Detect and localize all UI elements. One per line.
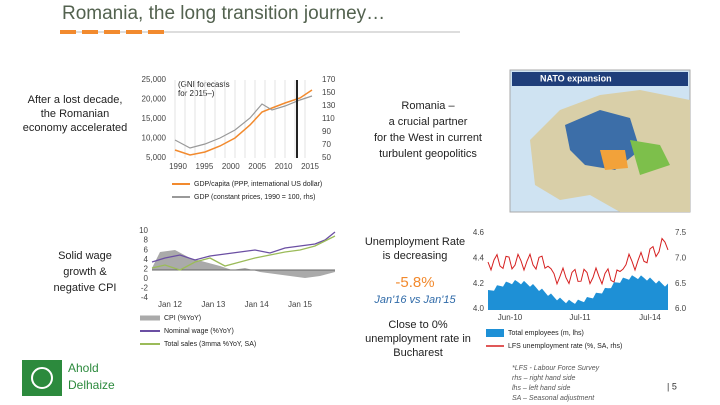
legend-label: Nominal wage (%YoY) xyxy=(164,328,234,335)
legend-label: GDP/capita (PPP, international US dollar… xyxy=(194,181,322,188)
line-sales xyxy=(151,235,336,271)
axis-label: 8 xyxy=(144,236,149,245)
block-text: unemployment rate in xyxy=(365,333,471,345)
block-text: economy accelerated xyxy=(23,122,128,134)
axis-label: 4 xyxy=(144,255,149,264)
page-number: | 5 xyxy=(667,381,677,391)
axis-label: Jun-10 xyxy=(498,313,523,322)
block-text: a crucial partner xyxy=(389,116,468,128)
footnote: SA – Seasonal adjustment xyxy=(512,395,595,402)
axis-label: 2015 xyxy=(301,162,319,171)
axis-label: 5,000 xyxy=(146,153,167,162)
block-text: negative CPI xyxy=(54,282,117,294)
block-text: Bucharest xyxy=(393,347,443,359)
block-text: growth & xyxy=(63,266,107,278)
axis-label: Jan 13 xyxy=(201,300,226,309)
axis-label: 1995 xyxy=(196,162,214,171)
slide-title: Romania, the long transition journey… xyxy=(62,3,385,24)
highlight-value: -5.8% xyxy=(395,274,434,291)
axis-label: 90 xyxy=(322,127,331,136)
axis-label: 6 xyxy=(144,245,149,254)
footnote: lhs – left hand side xyxy=(512,385,570,392)
axis-label: 150 xyxy=(322,88,336,97)
block-text: Solid wage xyxy=(58,250,112,262)
axis-label: Jan 15 xyxy=(288,300,313,309)
legend-label: CPI (%YoY) xyxy=(164,315,201,322)
block-text: Romania – xyxy=(401,100,455,112)
axis-label: 2005 xyxy=(248,162,266,171)
legend-label: GDP (constant prices, 1990 = 100, rhs) xyxy=(194,194,315,201)
line-gdp xyxy=(174,95,313,149)
block-text: After a lost decade, xyxy=(28,94,123,106)
line-gdp-capita xyxy=(174,89,313,156)
chart-note: (GNI forecasts xyxy=(178,80,230,89)
axis-label: 20,000 xyxy=(142,95,167,104)
axis-label: 2000 xyxy=(222,162,240,171)
highlight-caption: Jan'16 vs Jan'15 xyxy=(373,294,456,306)
block-text: for the West in current xyxy=(374,132,482,144)
legend-label: LFS unemployment rate (%, SA, rhs) xyxy=(508,343,622,350)
legend-label: Total sales (3mma %YoY, SA) xyxy=(164,341,256,348)
axis-label: 50 xyxy=(322,153,331,162)
line-wage xyxy=(151,231,336,263)
title-accent xyxy=(60,30,164,34)
axis-label: 2010 xyxy=(275,162,293,171)
axis-label: 2 xyxy=(144,264,149,273)
block-text: is decreasing xyxy=(383,250,448,262)
axis-label: 7.0 xyxy=(675,253,687,262)
axis-label: 6.0 xyxy=(675,304,687,313)
area-cpi xyxy=(152,250,335,278)
chart-note: for 2015–) xyxy=(178,89,215,98)
axis-label: 25,000 xyxy=(142,75,167,84)
axis-label: 4.6 xyxy=(473,228,485,237)
axis-label: 4.4 xyxy=(473,253,485,262)
footnote: *LFS - Labour Force Survey xyxy=(512,365,600,372)
legend-swatch xyxy=(486,329,504,337)
logo: Ahold Delhaize xyxy=(22,360,115,396)
line-unemployment xyxy=(487,237,669,286)
area-employees xyxy=(488,275,668,310)
footnote: rhs – right hand side xyxy=(512,375,576,382)
axis-label: Jul-11 xyxy=(569,313,591,322)
axis-label: Jul-14 xyxy=(639,313,661,322)
axis-label: 6.5 xyxy=(675,279,687,288)
axis-label: Jan 12 xyxy=(158,300,183,309)
axis-label: 15,000 xyxy=(142,114,167,123)
axis-label: 1990 xyxy=(169,162,187,171)
nato-map: NATO expansion xyxy=(509,69,691,213)
axis-label: 4.0 xyxy=(473,304,485,313)
block-text: Close to 0% xyxy=(388,319,448,331)
axis-label: 130 xyxy=(322,101,336,110)
axis-label: 7.5 xyxy=(675,228,687,237)
axis-label: -4 xyxy=(141,293,149,302)
axis-label: 10,000 xyxy=(142,134,167,143)
axis-label: -2 xyxy=(141,284,149,293)
axis-label: 4.2 xyxy=(473,279,485,288)
axis-label: 0 xyxy=(144,274,149,283)
logo-text: Delhaize xyxy=(68,378,115,392)
logo-text: Ahold xyxy=(68,361,99,375)
axis-label: Jan 14 xyxy=(245,300,270,309)
map-title: NATO expansion xyxy=(540,73,612,83)
block-text: turbulent geopolitics xyxy=(379,148,477,160)
axis-label: 110 xyxy=(322,114,335,123)
legend-label: Total employees (m, lhs) xyxy=(508,330,584,337)
block-text: Unemployment Rate xyxy=(365,236,465,248)
chart-frame xyxy=(135,225,345,350)
axis-label: 10 xyxy=(139,226,148,235)
block-text: the Romanian xyxy=(41,108,110,120)
axis-label: 170 xyxy=(322,75,336,84)
axis-label: 70 xyxy=(322,140,331,149)
